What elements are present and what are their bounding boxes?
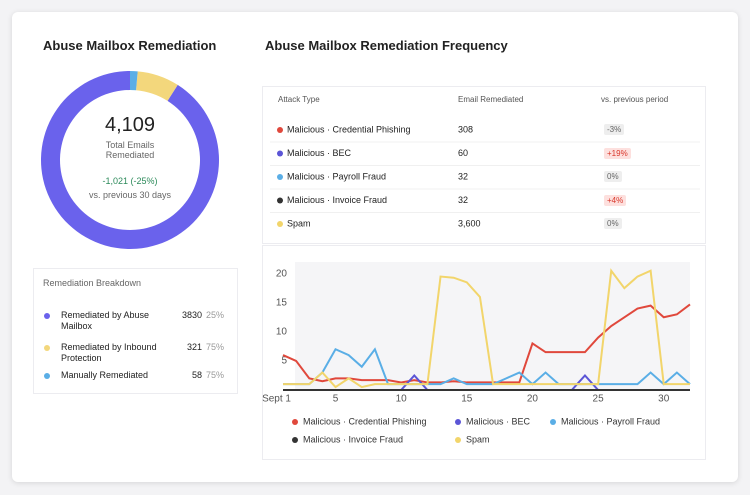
breakdown-count: 321 <box>186 342 202 352</box>
row-name: Malicious · Invoice Fraud <box>287 195 387 205</box>
change-label: vs. previous 30 days <box>88 190 172 200</box>
breakdown-title: Remediation Breakdown <box>43 278 142 288</box>
row-count: 60 <box>458 148 468 158</box>
row-name: Malicious · Payroll Fraud <box>287 171 386 181</box>
donut-slice <box>130 71 138 91</box>
x-tick-label: 25 <box>593 394 605 405</box>
row-count: 308 <box>458 124 473 134</box>
row-dot <box>277 221 283 227</box>
legend-dot <box>44 345 50 351</box>
donut-slice <box>136 71 178 101</box>
change-badge: +4% <box>604 194 627 206</box>
series-line <box>283 347 691 386</box>
row-count: 32 <box>458 171 468 181</box>
x-tick-label: 15 <box>461 394 473 405</box>
row-dot <box>277 174 283 180</box>
breakdown-share: 75% <box>206 370 225 380</box>
y-tick-label: 20 <box>276 268 288 279</box>
legend-label: Remediated by Inbound Protection <box>61 342 157 363</box>
x-tick-label: 20 <box>527 394 539 405</box>
legend-label: Manually Remediated <box>61 370 149 380</box>
column-header: Attack Type <box>278 95 320 104</box>
line-title: Abuse Mailbox Remediation Frequency <box>265 38 508 53</box>
legend-label: Spam <box>466 434 490 444</box>
total-label: Total Emails Remediated <box>105 140 155 160</box>
change-badge: +19% <box>604 147 631 159</box>
row-name: Malicious · BEC <box>287 148 352 158</box>
y-tick-label: 10 <box>276 326 288 337</box>
legend-dot <box>455 419 461 425</box>
legend-dot <box>292 419 298 425</box>
breakdown-share: 75% <box>206 342 225 352</box>
breakdown-count: 58 <box>191 370 202 380</box>
donut-title: Abuse Mailbox Remediation <box>43 38 217 53</box>
breakdown-share: 25% <box>206 310 225 320</box>
legend-label: Malicious · BEC <box>466 416 531 426</box>
legend-dot <box>550 419 556 425</box>
legend-label: Malicious · Payroll Fraud <box>561 416 660 426</box>
change-badge: -3% <box>604 124 625 135</box>
change-badge: 0% <box>604 218 622 229</box>
row-dot <box>277 127 283 133</box>
y-tick-label: 15 <box>276 297 288 308</box>
row-count: 3,600 <box>458 218 481 228</box>
breakdown-count: 3830 <box>181 310 202 320</box>
column-header: vs. previous period <box>601 95 669 104</box>
change: -1,021 (-25%) <box>102 176 158 186</box>
row-name: Malicious · Credential Phishing <box>287 124 411 134</box>
legend-label: Malicious · Credential Phishing <box>303 416 427 426</box>
x-tick-label: 10 <box>396 394 408 405</box>
legend-label: Remediated by Abuse Mailbox <box>61 310 150 331</box>
legend-label: Malicious · Invoice Fraud <box>303 434 403 444</box>
x-tick-label: 30 <box>658 394 670 405</box>
donut-slice <box>41 71 220 249</box>
legend-dot <box>292 437 298 443</box>
row-name: Spam <box>287 218 311 228</box>
row-count: 32 <box>458 195 468 205</box>
row-dot <box>277 150 283 157</box>
y-tick-label: 5 <box>281 356 287 367</box>
plot-background <box>295 262 690 390</box>
legend-dot <box>44 313 50 319</box>
total: 4,109 <box>104 114 156 136</box>
change-badge: 0% <box>604 171 622 182</box>
legend-dot <box>455 437 461 443</box>
x-tick-label: 5 <box>333 394 339 405</box>
legend-dot <box>44 373 50 379</box>
row-dot <box>277 197 283 204</box>
x-tick-label: Sept 1 <box>262 394 291 405</box>
column-header: Email Remediated <box>458 95 524 104</box>
breakdown-panel <box>33 268 238 394</box>
series-line <box>283 268 690 389</box>
